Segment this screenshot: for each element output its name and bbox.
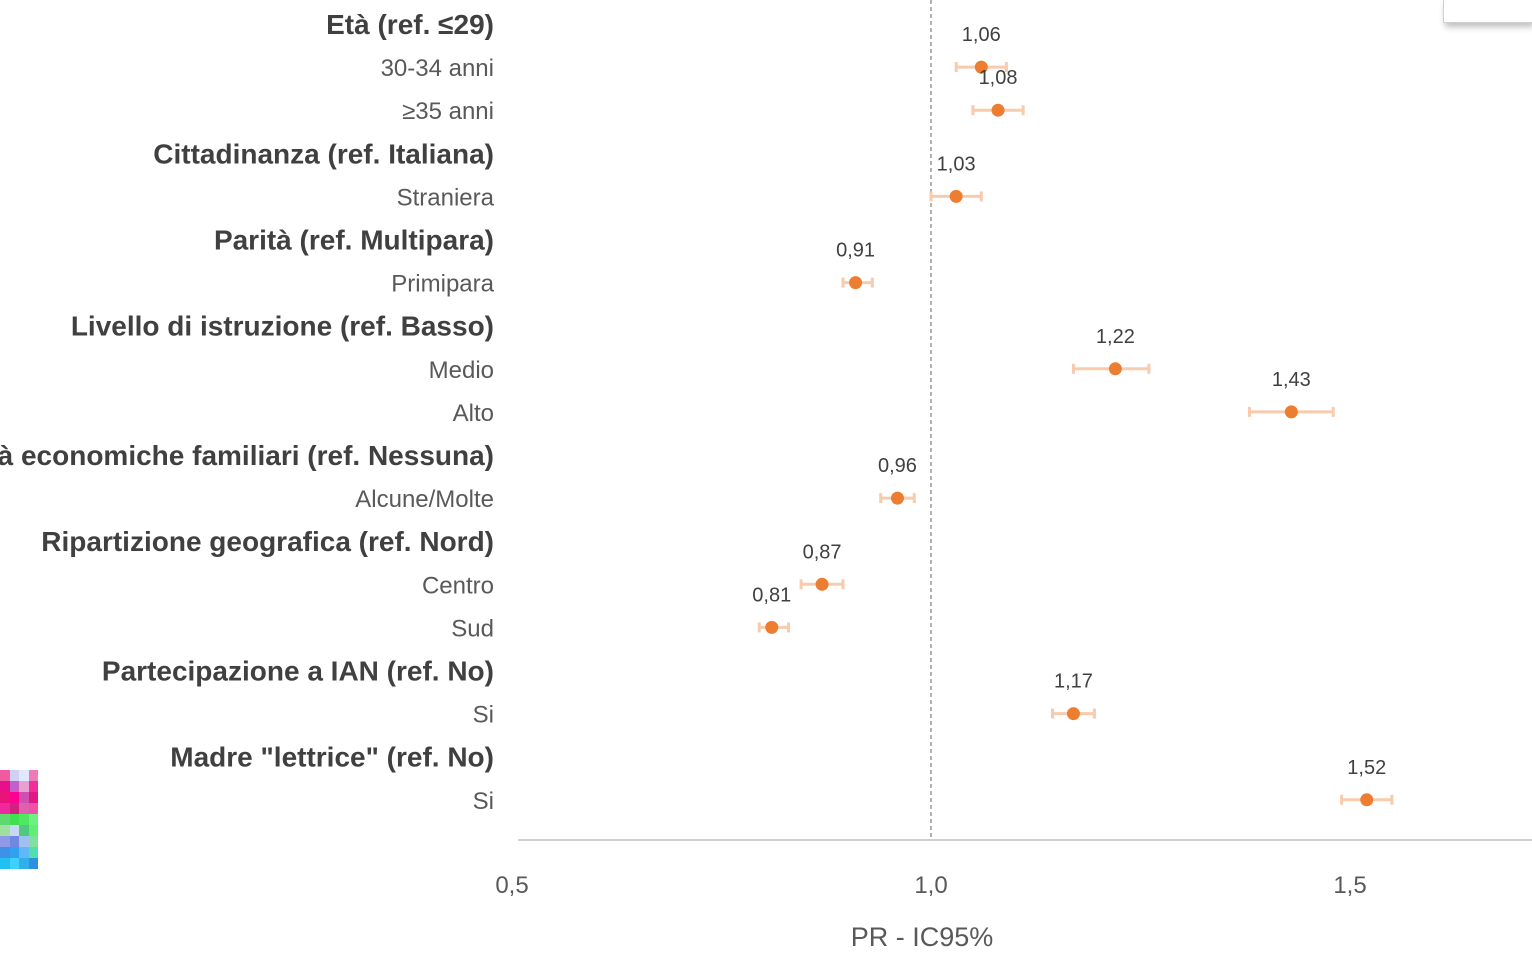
data-label: 1,52	[1347, 757, 1386, 779]
mosaic-cell	[0, 825, 10, 836]
mosaic-cell	[9, 814, 19, 825]
group-header-label: Partecipazione a IAN (ref. No)	[102, 656, 494, 687]
mosaic-cell	[19, 858, 29, 869]
mosaic-cell	[9, 781, 19, 792]
mosaic-cell	[0, 781, 10, 792]
mosaic-cell	[0, 770, 10, 781]
data-label: 0,81	[752, 584, 791, 606]
mosaic-cell	[28, 836, 38, 847]
mosaic-cell	[28, 781, 38, 792]
group-header-label: Livello di istruzione (ref. Basso)	[71, 311, 494, 342]
row-label: Alcune/Molte	[355, 486, 494, 513]
row-labels: Età (ref. ≤29) 30-34 anni ≥35 anni Cittadin…	[0, 9, 495, 815]
data-marks: 1,06 1,08 1,03 0,91 1,22 1,43 0,96 0,87 0,81 1,17…	[752, 24, 1394, 807]
mosaic-cell	[0, 858, 10, 869]
mosaic-cell	[9, 847, 19, 858]
x-tick-label: 1,0	[914, 872, 947, 899]
mosaic-cell	[19, 825, 29, 836]
row-label: ≥35 anni	[402, 98, 494, 125]
legend-box-corner	[1443, 0, 1532, 23]
data-point	[890, 491, 904, 505]
mosaic-cell	[19, 792, 29, 803]
mosaic-cell	[28, 803, 38, 814]
data-point	[1360, 793, 1374, 807]
data-point	[974, 60, 988, 74]
mosaic-cell	[9, 836, 19, 847]
mosaic-cell	[28, 792, 38, 803]
mosaic-cell	[0, 803, 10, 814]
data-label: 1,03	[937, 153, 976, 175]
row-label: Primipara	[391, 271, 494, 298]
row-label: Si	[473, 702, 494, 729]
data-label: 1,17	[1054, 671, 1093, 693]
mosaic-cell	[19, 770, 29, 781]
mosaic-cell	[28, 825, 38, 836]
data-point	[815, 577, 829, 591]
mosaic-cell	[9, 825, 19, 836]
group-header-label: Età (ref. ≤29)	[326, 9, 494, 40]
mosaic-cell	[19, 803, 29, 814]
row-label: Straniera	[397, 184, 495, 211]
mosaic-cell	[0, 836, 10, 847]
data-label: 0,96	[878, 455, 917, 477]
group-header-label: Parità (ref. Multipara)	[214, 225, 494, 256]
mosaic-cell	[19, 847, 29, 858]
group-header-label: Difficoltà economiche familiari (ref. Ne…	[0, 440, 494, 471]
row-label: Alto	[453, 400, 494, 427]
group-header-label: Cittadinanza (ref. Italiana)	[153, 138, 494, 169]
mosaic-cell	[0, 814, 10, 825]
mosaic-cell	[9, 770, 19, 781]
mosaic-cell	[9, 858, 19, 869]
row-label: 30-34 anni	[381, 55, 494, 82]
data-point	[991, 103, 1005, 117]
row-label: Medio	[429, 357, 494, 384]
data-label: 0,87	[803, 541, 842, 563]
mosaic-cell	[9, 792, 19, 803]
data-label: 1,08	[979, 67, 1018, 89]
mosaic-cell	[28, 847, 38, 858]
x-tick-label: 0,5	[495, 872, 528, 899]
data-point	[1066, 707, 1080, 721]
row-label: Si	[473, 788, 494, 815]
x-axis: 0,5 1,0 1,5	[495, 839, 1532, 899]
row-label: Centro	[422, 572, 494, 599]
x-tick-label: 1,5	[1333, 872, 1366, 899]
data-point	[765, 620, 779, 634]
group-header-label: Madre "lettrice" (ref. No)	[170, 742, 494, 773]
mosaic-cell	[9, 803, 19, 814]
mosaic-cell	[28, 770, 38, 781]
mosaic-cell	[28, 858, 38, 869]
mosaic-cell	[19, 781, 29, 792]
data-point	[849, 276, 863, 290]
decorative-thumbnail	[0, 770, 38, 953]
mosaic-cell	[0, 847, 10, 858]
mosaic-cell	[0, 792, 10, 803]
mosaic-cell	[28, 814, 38, 825]
mosaic-cell	[19, 836, 29, 847]
data-label: 1,22	[1096, 326, 1135, 348]
group-header-label: Ripartizione geografica (ref. Nord)	[41, 526, 494, 557]
data-label: 0,91	[836, 240, 875, 262]
data-point	[949, 189, 963, 203]
x-axis-title: PR - IC95%	[851, 922, 994, 952]
mosaic-cell	[19, 814, 29, 825]
data-label: 1,43	[1272, 369, 1311, 391]
data-label: 1,06	[962, 24, 1001, 46]
data-point	[1108, 362, 1122, 376]
data-point	[1284, 405, 1298, 419]
row-label: Sud	[451, 615, 494, 642]
